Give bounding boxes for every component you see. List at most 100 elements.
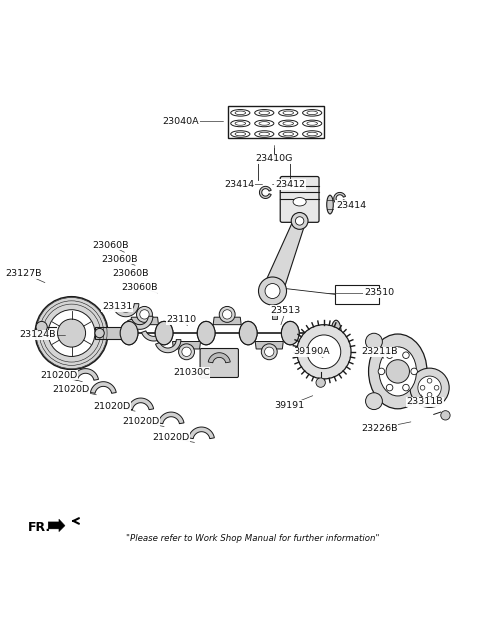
Circle shape [366, 333, 383, 350]
Bar [335, 285, 379, 303]
Circle shape [418, 376, 441, 399]
Text: 23412: 23412 [275, 180, 305, 189]
Ellipse shape [197, 321, 215, 345]
Polygon shape [113, 303, 139, 317]
Ellipse shape [261, 344, 277, 360]
Text: 23414: 23414 [336, 201, 366, 210]
Polygon shape [189, 427, 215, 438]
Text: 23060B: 23060B [92, 241, 129, 250]
Circle shape [403, 352, 409, 358]
Circle shape [386, 352, 393, 358]
Text: 23414: 23414 [224, 180, 254, 189]
Circle shape [378, 368, 384, 374]
FancyBboxPatch shape [280, 177, 319, 222]
Ellipse shape [331, 320, 341, 346]
Polygon shape [156, 340, 181, 353]
Polygon shape [334, 193, 346, 205]
Circle shape [259, 277, 287, 305]
Ellipse shape [219, 307, 235, 323]
Ellipse shape [327, 195, 333, 214]
Text: 23110: 23110 [167, 316, 197, 324]
Circle shape [223, 310, 232, 319]
Ellipse shape [179, 344, 194, 360]
Polygon shape [128, 398, 154, 410]
Polygon shape [208, 353, 230, 363]
Ellipse shape [155, 321, 173, 345]
Text: 23060B: 23060B [101, 255, 138, 264]
Circle shape [264, 347, 274, 356]
Polygon shape [260, 186, 271, 198]
Text: 23226B: 23226B [361, 424, 397, 433]
Bar [272, 314, 277, 319]
Ellipse shape [293, 198, 306, 206]
Circle shape [295, 217, 304, 225]
Circle shape [35, 296, 108, 369]
Circle shape [366, 393, 383, 410]
Text: FR.: FR. [28, 522, 51, 534]
Polygon shape [172, 342, 201, 349]
Text: 23513: 23513 [271, 306, 301, 315]
Text: 23131: 23131 [102, 303, 132, 312]
Circle shape [297, 324, 351, 379]
Polygon shape [72, 369, 98, 380]
Circle shape [427, 378, 432, 383]
Polygon shape [48, 519, 65, 532]
Text: 21020D: 21020D [122, 417, 159, 426]
Ellipse shape [240, 321, 257, 345]
Polygon shape [213, 317, 241, 324]
Ellipse shape [379, 347, 417, 396]
Polygon shape [158, 412, 184, 424]
Text: 23211B: 23211B [361, 348, 397, 356]
Text: 23311B: 23311B [407, 397, 443, 406]
Ellipse shape [369, 334, 427, 409]
Text: "Please refer to Work Shop Manual for further information": "Please refer to Work Shop Manual for fu… [126, 534, 380, 543]
Text: 21020D: 21020D [93, 402, 131, 411]
Circle shape [410, 368, 449, 408]
Text: 39190A: 39190A [293, 348, 330, 356]
Circle shape [36, 321, 47, 333]
Circle shape [386, 385, 393, 391]
Ellipse shape [120, 321, 138, 345]
Circle shape [95, 328, 104, 338]
Circle shape [291, 212, 308, 229]
Circle shape [316, 378, 325, 387]
Text: 23127B: 23127B [6, 269, 42, 278]
Circle shape [386, 360, 409, 383]
Circle shape [182, 347, 191, 356]
Text: 23510: 23510 [364, 289, 394, 298]
Circle shape [403, 385, 409, 391]
Circle shape [434, 385, 439, 390]
Circle shape [265, 284, 280, 298]
Circle shape [441, 411, 450, 420]
FancyBboxPatch shape [200, 349, 239, 378]
Ellipse shape [136, 307, 153, 323]
Polygon shape [142, 328, 167, 341]
Text: 21020D: 21020D [153, 433, 190, 442]
Circle shape [58, 319, 85, 347]
Polygon shape [263, 219, 305, 295]
Text: 21020D: 21020D [40, 371, 78, 380]
Text: 23060B: 23060B [112, 269, 149, 278]
Circle shape [420, 385, 425, 390]
Circle shape [427, 392, 432, 397]
Circle shape [140, 310, 149, 319]
Circle shape [48, 310, 95, 356]
Polygon shape [90, 381, 116, 394]
Polygon shape [131, 317, 158, 324]
Text: 23060B: 23060B [121, 283, 158, 292]
Text: 21020D: 21020D [52, 385, 89, 394]
Text: 23040A: 23040A [162, 117, 199, 126]
Text: 23124B: 23124B [20, 330, 56, 339]
Circle shape [411, 368, 418, 374]
Bar [228, 106, 324, 138]
Ellipse shape [155, 321, 173, 345]
Text: 23410G: 23410G [255, 154, 293, 163]
Text: 39191: 39191 [274, 401, 304, 410]
Bar [96, 327, 131, 339]
Circle shape [307, 335, 341, 369]
Ellipse shape [281, 321, 299, 345]
Polygon shape [128, 316, 153, 330]
Ellipse shape [197, 321, 215, 345]
Text: 21030C: 21030C [173, 368, 210, 377]
Polygon shape [255, 342, 283, 349]
